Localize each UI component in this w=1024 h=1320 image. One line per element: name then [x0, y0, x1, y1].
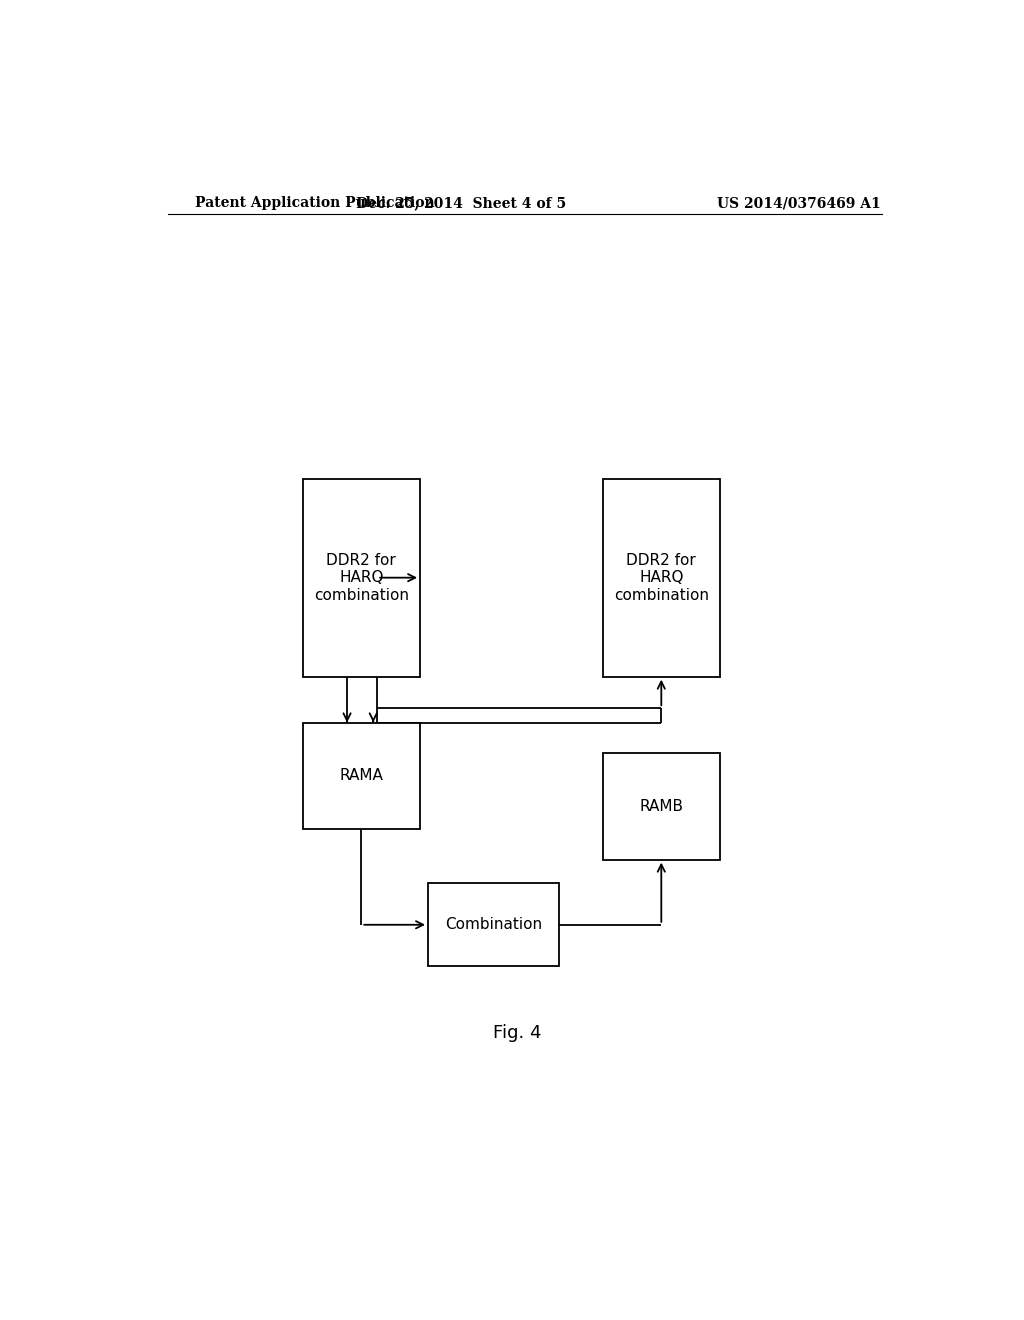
Text: Fig. 4: Fig. 4 — [493, 1023, 541, 1041]
Bar — [303, 722, 420, 829]
Bar — [602, 479, 720, 677]
Text: DDR2 for
HARQ
combination: DDR2 for HARQ combination — [313, 553, 409, 602]
Bar — [303, 479, 420, 677]
Text: Dec. 25, 2014  Sheet 4 of 5: Dec. 25, 2014 Sheet 4 of 5 — [356, 197, 566, 210]
Text: US 2014/0376469 A1: US 2014/0376469 A1 — [717, 197, 881, 210]
Text: Patent Application Publication: Patent Application Publication — [196, 197, 435, 210]
Text: RAMB: RAMB — [639, 799, 683, 814]
Text: DDR2 for
HARQ
combination: DDR2 for HARQ combination — [613, 553, 709, 602]
Bar — [428, 883, 559, 966]
Bar — [602, 752, 720, 859]
Text: RAMA: RAMA — [339, 768, 383, 783]
Text: Combination: Combination — [444, 917, 542, 932]
